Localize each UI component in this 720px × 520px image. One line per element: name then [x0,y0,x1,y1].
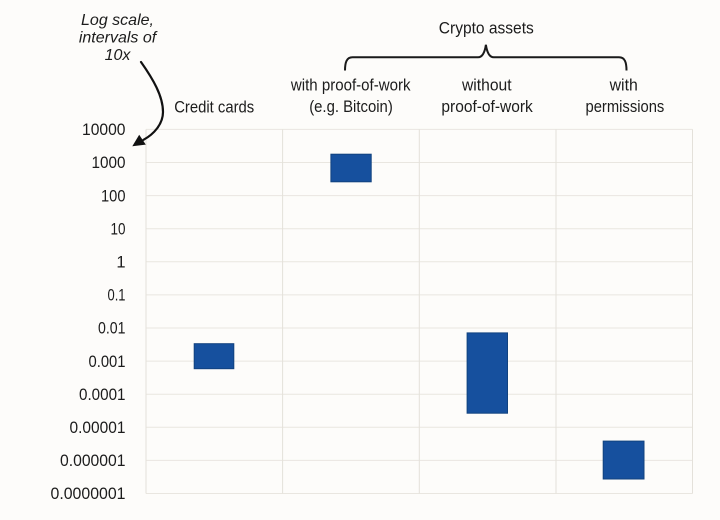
svg-text:1000: 1000 [92,154,126,172]
svg-text:without: without [461,75,512,94]
svg-text:100: 100 [101,187,126,205]
svg-text:0.1: 0.1 [108,287,126,305]
svg-text:Credit cards: Credit cards [174,98,254,117]
svg-text:10000: 10000 [82,121,126,139]
svg-text:10: 10 [111,220,126,238]
svg-text:proof-of-work: proof-of-work [441,97,533,116]
svg-text:0.01: 0.01 [98,320,126,338]
svg-text:10x: 10x [105,47,132,64]
svg-text:(e.g. Bitcoin): (e.g. Bitcoin) [309,97,393,116]
svg-text:Log scale,: Log scale, [81,12,154,29]
svg-text:with: with [609,75,638,94]
svg-text:0.0001: 0.0001 [79,386,126,404]
svg-text:with proof-of-work: with proof-of-work [290,75,411,94]
svg-text:permissions: permissions [586,97,665,116]
svg-text:Crypto assets: Crypto assets [439,19,534,38]
svg-text:0.000001: 0.000001 [60,452,126,470]
svg-text:0.0000001: 0.0000001 [51,485,126,503]
svg-text:intervals of: intervals of [79,30,158,47]
svg-text:0.00001: 0.00001 [70,419,126,437]
svg-text:0.001: 0.001 [89,353,126,371]
svg-text:1: 1 [116,254,125,272]
